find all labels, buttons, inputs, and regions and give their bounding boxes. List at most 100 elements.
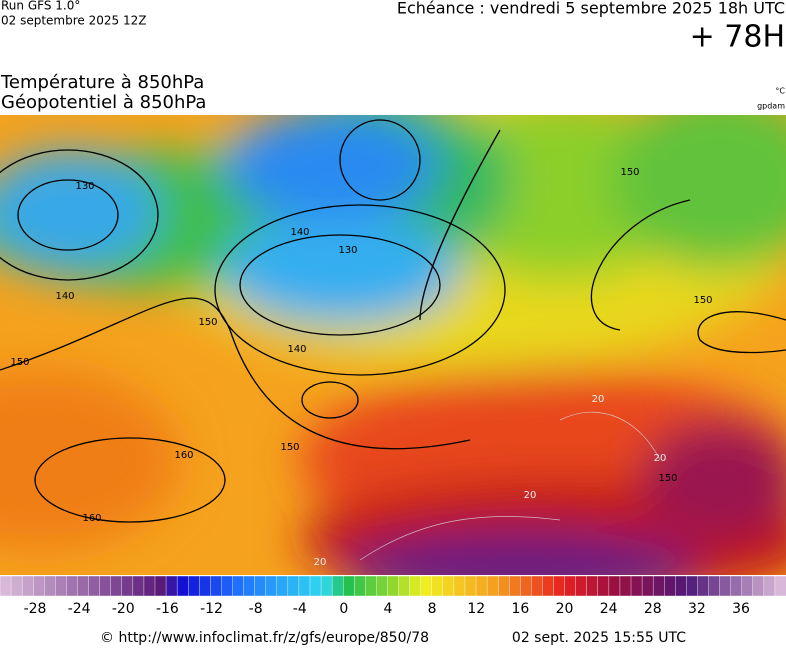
- colorbar-tick-label: 16: [511, 601, 529, 617]
- colorbar-tick-label: -24: [68, 601, 91, 617]
- colorbar-swatch: [497, 575, 510, 597]
- colorbar-swatch: [531, 575, 543, 597]
- footer-url: © http://www.infoclimat.fr/z/gfs/europe/…: [100, 630, 429, 646]
- contour-label: 140: [287, 344, 306, 355]
- colorbar-tick-label: -8: [249, 601, 263, 617]
- colorbar-swatch: [33, 575, 45, 597]
- colorbar-tick-label: 28: [644, 601, 662, 617]
- colorbar-swatch: [741, 575, 754, 597]
- colorbar-tick-label: 8: [428, 601, 437, 617]
- colorbar-swatch: [154, 575, 167, 597]
- colorbar-swatch: [376, 575, 388, 597]
- footer-date: 02 sept. 2025 15:55 UTC: [512, 630, 686, 646]
- colorbar-swatch: [542, 575, 555, 597]
- contour-label: 140: [290, 227, 309, 238]
- colorbar-swatch: [509, 575, 521, 597]
- colorbar-swatch: [475, 575, 488, 597]
- colorbar-tick-label: 36: [732, 601, 750, 617]
- contour-label: 20: [592, 394, 605, 405]
- colorbar-swatch: [298, 575, 311, 597]
- contour-label: 150: [280, 442, 299, 453]
- colorbar-tick-label: 32: [688, 601, 706, 617]
- title-temperature: Température à 850hPa: [0, 72, 204, 93]
- contour-label: 150: [198, 317, 217, 328]
- colorbar-swatch: [564, 575, 577, 597]
- colorbar-swatch: [641, 575, 654, 597]
- contour-labels: 130 140 140 130 140 150 150 150 150 150 160 160 20 20…: [10, 167, 712, 568]
- colorbar-swatch: [342, 575, 355, 597]
- colorbar-swatch: [365, 575, 377, 597]
- colorbar-tick-label: 4: [384, 601, 393, 617]
- colorbar-swatch: [608, 575, 621, 597]
- contour-label: 130: [338, 245, 357, 256]
- contour-label: 160: [82, 513, 101, 524]
- colorbar-swatch: [121, 575, 134, 597]
- contour-label: 150: [693, 295, 712, 306]
- colorbar-swatch: [55, 575, 67, 597]
- title-geopotential: Géopotentiel à 850hPa: [1, 92, 206, 113]
- colorbar-swatch: [453, 575, 466, 597]
- colorbar-swatch: [752, 575, 765, 597]
- colorbar-swatch: [10, 575, 23, 597]
- run-label: Run GFS 1.0°: [1, 0, 80, 13]
- colorbar-tick-label: -4: [293, 601, 307, 617]
- colorbar-swatch: [719, 575, 732, 597]
- colorbar-swatch: [708, 575, 721, 597]
- colorbar-swatch: [110, 575, 123, 597]
- colorbar-tick-label: -28: [24, 601, 47, 617]
- contour-label: 20: [524, 490, 537, 501]
- colorbar-swatch: [697, 575, 710, 597]
- colorbar-swatch: [265, 575, 278, 597]
- colorbar-swatch: [331, 575, 344, 597]
- colorbar-swatch: [232, 575, 245, 597]
- colorbar-swatch: [387, 575, 400, 597]
- colorbar-swatch: [320, 575, 333, 597]
- colorbar-tick-label: 20: [556, 601, 574, 617]
- colorbar-swatch: [730, 575, 743, 597]
- colorbar-swatch: [630, 575, 643, 597]
- unit-temperature: °C: [775, 87, 785, 96]
- colorbar-swatch: [553, 575, 566, 597]
- colorbar-swatch: [431, 575, 444, 597]
- colorbar-swatch: [221, 575, 233, 597]
- colorbar-swatch: [675, 575, 687, 597]
- colorbar-swatch: [287, 575, 300, 597]
- colorbar-swatch: [309, 575, 322, 597]
- colorbar-tick-label: -16: [156, 601, 179, 617]
- colorbar-swatch: [597, 575, 610, 597]
- colorbar-swatch: [88, 575, 101, 597]
- colorbar-swatch: [409, 575, 422, 597]
- contour-label: 150: [10, 357, 29, 368]
- colorbar-swatch: [199, 575, 211, 597]
- colorbar-swatch: [520, 575, 532, 597]
- colorbar-swatch: [664, 575, 676, 597]
- contour-label: 150: [658, 473, 677, 484]
- colorbar-tick-label: 12: [467, 601, 485, 617]
- colorbar-swatch: [77, 575, 90, 597]
- colorbar-swatch: [210, 575, 222, 597]
- colorbar-swatch: [176, 575, 189, 597]
- map: [0, 115, 786, 575]
- lead-time: + 78H: [690, 20, 785, 55]
- colorbar-swatch: [686, 575, 698, 597]
- colorbar: -28 -24 -20 -16 -12 -8 -4 0 4 8 12 16 20 24 28 32 36: [0, 575, 786, 617]
- colorbar-swatch: [0, 575, 12, 597]
- contour-label: 150: [620, 167, 639, 178]
- contour-label: 130: [75, 181, 94, 192]
- colorbar-tick-label: 0: [339, 601, 348, 617]
- colorbar-swatch: [652, 575, 665, 597]
- colorbar-swatch: [354, 575, 366, 597]
- colorbar-swatch: [486, 575, 499, 597]
- colorbar-swatch: [132, 575, 145, 597]
- colorbar-swatch: [276, 575, 289, 597]
- colorbar-swatch: [763, 575, 776, 597]
- contour-label: 20: [314, 557, 327, 568]
- contour-label: 160: [174, 450, 193, 461]
- colorbar-swatch: [99, 575, 112, 597]
- colorbar-swatch: [575, 575, 588, 597]
- echeance: Echéance : vendredi 5 septembre 2025 18h…: [397, 0, 785, 18]
- colorbar-swatch: [66, 575, 78, 597]
- colorbar-swatch: [21, 575, 34, 597]
- colorbar-swatch: [442, 575, 455, 597]
